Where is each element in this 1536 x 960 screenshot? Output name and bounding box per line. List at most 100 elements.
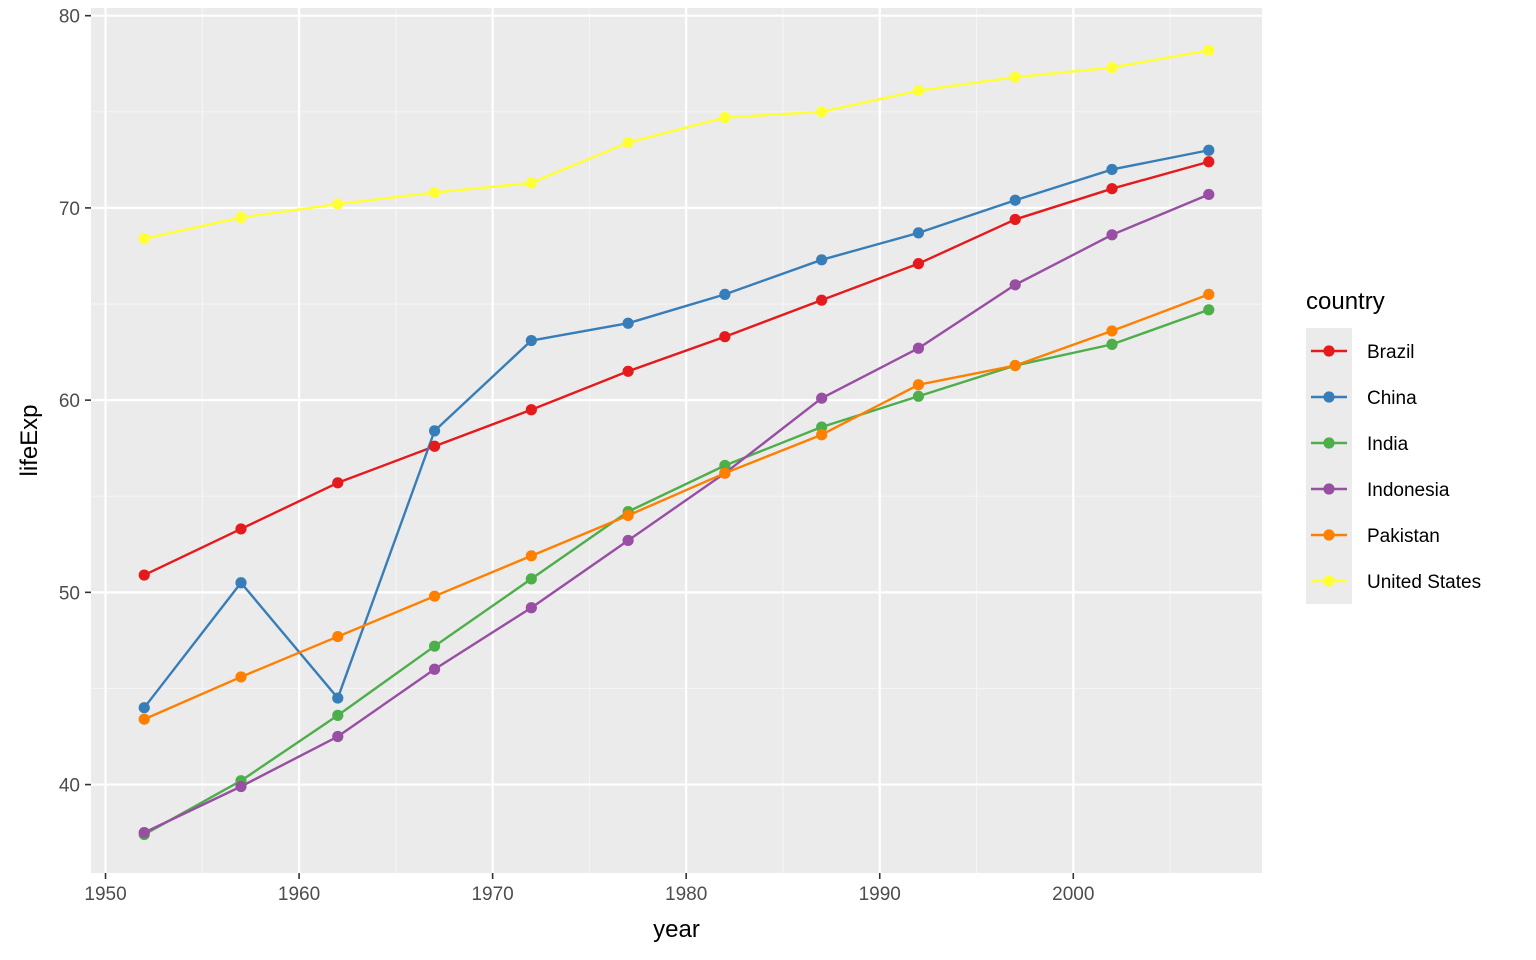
legend-key-point bbox=[1323, 529, 1335, 541]
data-point-indonesia bbox=[235, 780, 247, 793]
legend-key-point bbox=[1323, 437, 1335, 449]
data-point-china bbox=[912, 227, 925, 239]
data-point-brazil bbox=[1106, 183, 1118, 195]
data-point-brazil bbox=[1009, 213, 1021, 226]
data-point-pakistan bbox=[525, 550, 537, 562]
data-point-pakistan bbox=[1203, 288, 1215, 301]
data-point-united-states bbox=[719, 111, 731, 124]
data-point-united-states bbox=[1009, 71, 1021, 83]
data-point-indonesia bbox=[138, 827, 150, 839]
data-point-pakistan bbox=[1009, 359, 1021, 372]
legend-item-india: India bbox=[1306, 420, 1409, 466]
data-point-brazil bbox=[235, 523, 247, 535]
legend-key-point bbox=[1323, 391, 1335, 403]
legend-item-united-states: United States bbox=[1306, 558, 1481, 604]
series-line-pakistan bbox=[143, 293, 1210, 721]
legend-item-indonesia: Indonesia bbox=[1306, 466, 1450, 512]
x-tick-label: 1950 bbox=[84, 884, 126, 905]
x-tick-label: 1980 bbox=[665, 884, 707, 905]
data-point-india bbox=[719, 459, 731, 472]
x-tick-label: 1960 bbox=[278, 884, 320, 905]
data-point-pakistan bbox=[428, 590, 441, 602]
data-point-united-states bbox=[332, 198, 344, 210]
data-point-united-states bbox=[816, 106, 828, 118]
data-point-china bbox=[235, 577, 247, 589]
legend-label-united-states: United States bbox=[1367, 572, 1481, 593]
data-point-china bbox=[1106, 163, 1118, 176]
data-point-india bbox=[912, 390, 925, 402]
data-point-brazil bbox=[138, 569, 150, 581]
data-point-brazil bbox=[332, 477, 344, 489]
data-point-india bbox=[1203, 304, 1215, 316]
data-point-brazil bbox=[428, 440, 441, 452]
data-point-china bbox=[622, 317, 634, 329]
data-point-united-states bbox=[138, 233, 150, 245]
series-line-indonesia bbox=[143, 193, 1210, 834]
data-point-brazil bbox=[1203, 156, 1215, 168]
legend-item-pakistan: Pakistan bbox=[1306, 512, 1440, 558]
data-point-indonesia bbox=[332, 730, 344, 743]
data-point-india bbox=[332, 709, 344, 721]
legend-item-china: China bbox=[1306, 374, 1417, 420]
data-point-indonesia bbox=[1009, 279, 1021, 291]
grid-lines bbox=[91, 8, 1262, 873]
legend-key-point bbox=[1323, 345, 1335, 357]
legend-item-brazil: Brazil bbox=[1306, 328, 1415, 374]
series-line-china bbox=[143, 149, 1210, 709]
data-point-indonesia bbox=[816, 392, 828, 404]
data-point-china bbox=[332, 692, 344, 704]
data-point-indonesia bbox=[1106, 229, 1118, 241]
data-point-pakistan bbox=[235, 671, 247, 683]
data-point-china bbox=[816, 254, 828, 266]
data-point-united-states bbox=[912, 85, 925, 97]
data-point-united-states bbox=[1203, 44, 1215, 56]
data-point-indonesia bbox=[428, 663, 441, 675]
y-tick-label: 40 bbox=[59, 776, 80, 797]
y-axis-title: lifeExp bbox=[16, 404, 43, 476]
y-tick-label: 60 bbox=[59, 391, 80, 412]
data-point-united-states bbox=[525, 177, 537, 189]
data-point-pakistan bbox=[332, 630, 344, 643]
data-point-brazil bbox=[719, 331, 731, 343]
data-point-brazil bbox=[816, 294, 828, 306]
data-point-india bbox=[1106, 338, 1118, 350]
series-line-brazil bbox=[143, 160, 1210, 577]
y-tick-label: 70 bbox=[59, 199, 80, 220]
data-point-china bbox=[1203, 144, 1215, 156]
data-point-india bbox=[525, 573, 537, 585]
y-tick-label: 80 bbox=[59, 7, 80, 28]
data-point-indonesia bbox=[622, 534, 634, 547]
data-point-united-states bbox=[428, 186, 441, 199]
axes: 1950 1960 1970 1980 1990 2000 40 50 60 70 80 year li… bbox=[16, 7, 1094, 943]
y-tick-label: 50 bbox=[59, 583, 80, 604]
plot-panel bbox=[91, 8, 1262, 873]
data-point-indonesia bbox=[525, 602, 537, 614]
data-point-china bbox=[719, 288, 731, 301]
legend-label-indonesia: Indonesia bbox=[1367, 480, 1450, 501]
legend-label-india: India bbox=[1367, 434, 1409, 455]
data-point-united-states bbox=[1106, 61, 1118, 74]
data-point-india bbox=[428, 640, 441, 652]
data-point-pakistan bbox=[719, 467, 731, 479]
x-tick-label: 1990 bbox=[859, 884, 901, 905]
data-point-pakistan bbox=[912, 379, 925, 391]
data-point-united-states bbox=[622, 136, 634, 149]
series-line-united-states bbox=[143, 49, 1209, 240]
x-axis-title: year bbox=[653, 916, 700, 943]
x-tick-label: 1970 bbox=[471, 884, 513, 905]
legend-title: country bbox=[1306, 288, 1385, 315]
legend-key-point bbox=[1323, 483, 1335, 495]
data-point-brazil bbox=[525, 404, 537, 416]
data-point-china bbox=[1009, 194, 1021, 206]
data-point-united-states bbox=[235, 211, 247, 224]
data-point-brazil bbox=[912, 258, 925, 270]
series-line-india bbox=[143, 308, 1210, 836]
legend-label-pakistan: Pakistan bbox=[1367, 526, 1440, 547]
data-point-pakistan bbox=[816, 429, 828, 441]
data-point-china bbox=[138, 702, 150, 714]
data-point-pakistan bbox=[622, 509, 634, 522]
legend-key-point bbox=[1323, 575, 1335, 587]
data-point-indonesia bbox=[912, 342, 925, 354]
